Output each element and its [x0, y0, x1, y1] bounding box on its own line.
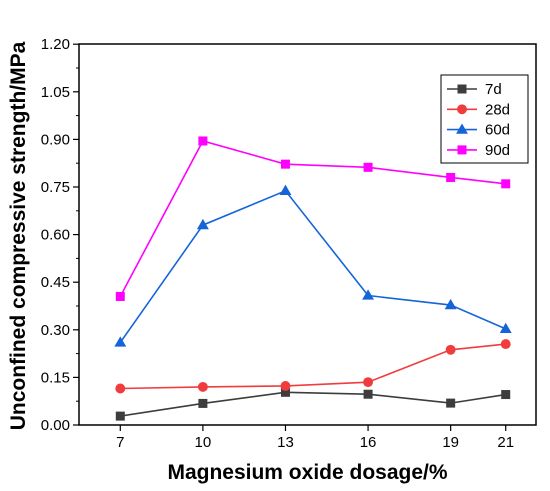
y-tick-label: 0.00 [41, 417, 70, 434]
data-point-90d [198, 136, 208, 146]
x-tick-label: 16 [360, 434, 377, 451]
data-point-60d [362, 289, 375, 300]
data-point-28d [445, 344, 456, 355]
data-point-7d [446, 398, 456, 408]
data-point-28d [500, 339, 511, 350]
data-point-60d [444, 298, 457, 310]
legend-marker-28d [457, 104, 467, 115]
series-line-60d [119, 189, 507, 343]
series-lines [119, 140, 507, 417]
legend-label: 60d [485, 122, 510, 139]
y-tick-label: 0.45 [41, 274, 70, 291]
data-point-90d [115, 291, 125, 301]
data-point-7d [198, 398, 208, 408]
y-tick-label: 0.60 [41, 227, 70, 244]
data-point-90d [280, 159, 290, 169]
y-tick-label: 0.90 [41, 131, 70, 148]
y-tick-label: 1.05 [41, 84, 70, 101]
data-point-90d [446, 172, 456, 182]
data-point-60d [499, 322, 512, 334]
data-point-90d [501, 179, 511, 189]
legend-label: 28d [485, 101, 510, 118]
legend-label: 7d [485, 81, 502, 98]
y-axis-title: Unconfined compressive strength/MPa [7, 41, 30, 430]
data-point-28d [115, 383, 126, 394]
x-tick-label: 13 [277, 434, 294, 451]
x-tick-label: 19 [442, 434, 459, 451]
y-tick-label: 0.15 [41, 369, 70, 386]
y-axis-ticks: 0.00 0.15 0.30 0.45 0.60 0.75 0.90 1.05 1.20 [41, 36, 79, 434]
legend: 7d 28d 60d 90d [440, 74, 529, 164]
data-point-28d [280, 381, 291, 391]
data-point-7d [363, 389, 373, 399]
legend-marker-60d [456, 123, 468, 134]
y-tick-label: 0.30 [41, 322, 70, 339]
data-point-7d [501, 390, 511, 400]
y-tick-label: 0.75 [41, 179, 70, 196]
data-point-60d [279, 184, 292, 195]
x-tick-label: 10 [195, 434, 212, 451]
series-markers [114, 136, 512, 421]
series-line-90d [119, 140, 506, 297]
data-point-7d [115, 411, 125, 421]
x-axis-title: Magnesium oxide dosage/% [167, 461, 447, 484]
series-line-7d [120, 391, 506, 417]
legend-items: 7d 28d 60d 90d [447, 81, 510, 159]
data-point-7d [280, 387, 290, 397]
x-tick-label: 21 [497, 434, 514, 451]
data-point-28d [363, 377, 374, 388]
legend-label: 90d [485, 142, 510, 159]
data-point-60d [196, 218, 209, 230]
data-point-28d [197, 381, 208, 392]
x-axis-ticks: 7 10 13 16 19 21 [116, 425, 514, 451]
y-tick-label: 1.20 [41, 36, 70, 53]
data-point-90d [363, 162, 373, 172]
x-tick-label: 7 [116, 434, 124, 451]
series-line-28d [120, 343, 506, 390]
legend-marker-7d [457, 84, 467, 94]
data-point-60d [114, 336, 127, 347]
legend-marker-90d [457, 145, 467, 155]
